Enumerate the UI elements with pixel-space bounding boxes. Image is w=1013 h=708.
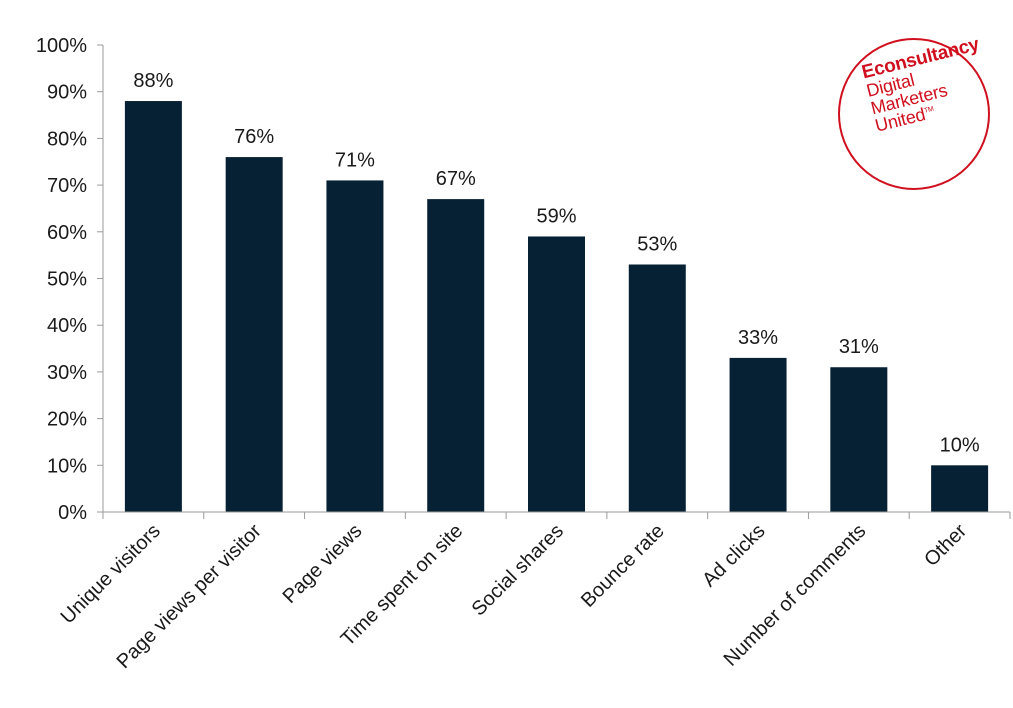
- y-tick-label: 30%: [47, 362, 87, 384]
- bar: [729, 357, 787, 512]
- category-label: Other: [920, 520, 971, 571]
- data-label: 67%: [436, 168, 476, 190]
- category-label: Ad clicks: [698, 520, 769, 591]
- data-label: 10%: [940, 434, 980, 456]
- econsultancy-logo: Econsultancy Digital Marketers UnitedTM: [838, 34, 990, 190]
- bar: [628, 264, 686, 512]
- y-tick-label: 80%: [47, 128, 87, 150]
- category-label: Page views: [279, 520, 367, 608]
- data-label: 71%: [335, 149, 375, 171]
- bar: [830, 367, 888, 512]
- y-tick-label: 20%: [47, 409, 87, 431]
- x-axis: [102, 511, 1011, 519]
- logo-tm: TM: [923, 105, 935, 115]
- y-tick-label: 90%: [47, 82, 87, 104]
- data-label: 59%: [536, 205, 576, 227]
- logo-text: Econsultancy Digital Marketers UnitedTM: [860, 34, 994, 136]
- y-tick-label: 100%: [36, 35, 87, 57]
- data-label: 88%: [133, 70, 173, 92]
- bar: [931, 465, 989, 512]
- category-label: Unique visitors: [57, 520, 165, 628]
- bar: [225, 157, 283, 512]
- y-axis: 0% 10% 20% 30% 40% 50% 60% 70% 80% 90% 100%: [36, 35, 104, 524]
- data-label: 76%: [234, 126, 274, 148]
- bar: [326, 180, 384, 512]
- bar: [124, 101, 182, 512]
- data-label: 33%: [738, 327, 778, 349]
- y-tick-label: 60%: [47, 222, 87, 244]
- y-tick-label: 0%: [58, 502, 87, 524]
- data-label: 53%: [637, 233, 677, 255]
- bars: [124, 101, 989, 513]
- y-tick-label: 70%: [47, 175, 87, 197]
- bar: [427, 199, 485, 513]
- bar: [528, 236, 585, 512]
- data-labels: 88% 76% 71% 67% 59% 53% 33% 31% 10%: [133, 70, 979, 456]
- y-tick-label: 50%: [47, 269, 87, 291]
- y-tick-label: 10%: [47, 455, 87, 477]
- category-label: Bounce rate: [577, 520, 669, 612]
- y-tick-label: 40%: [47, 315, 87, 337]
- category-label: Social shares: [468, 520, 568, 620]
- data-label: 31%: [839, 336, 879, 358]
